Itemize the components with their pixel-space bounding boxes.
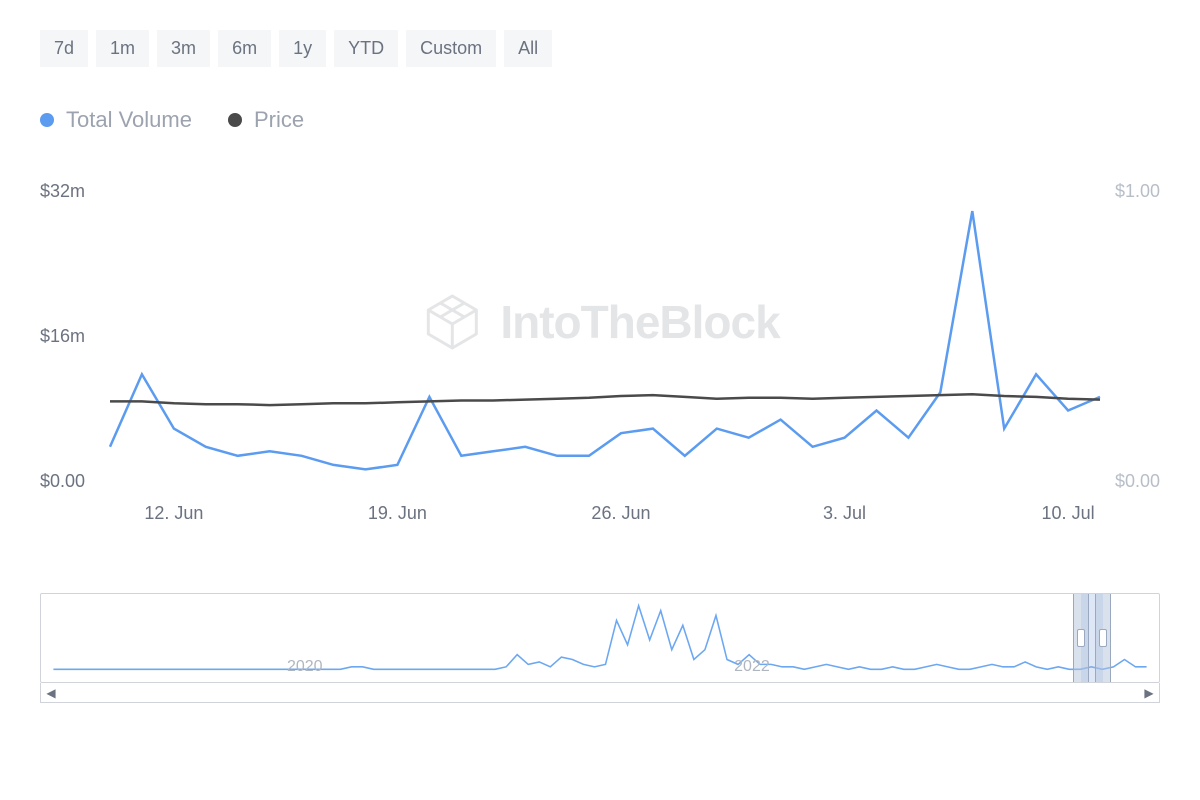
time-range-3m[interactable]: 3m	[157, 30, 210, 67]
x-tick-label: 3. Jul	[823, 503, 866, 524]
scroll-right-button[interactable]: ▶	[1139, 683, 1159, 702]
x-tick-label: 19. Jun	[368, 503, 427, 524]
legend-dot-volume	[40, 113, 54, 127]
mini-svg	[41, 594, 1159, 682]
main-chart: IntoTheBlock $0.00$16m$32m$0.00$1.0012. …	[40, 193, 1160, 533]
x-tick-label: 10. Jul	[1042, 503, 1095, 524]
range-handle-left[interactable]	[1073, 594, 1089, 682]
time-range-custom[interactable]: Custom	[406, 30, 496, 67]
chart-legend: Total Volume Price	[40, 107, 1160, 133]
time-range-buttons: 7d1m3m6m1yYTDCustomAll	[40, 30, 1160, 67]
price-line	[110, 394, 1100, 405]
time-range-1y[interactable]: 1y	[279, 30, 326, 67]
mini-scrollbar[interactable]: ◀ ▶	[40, 683, 1160, 703]
scroll-left-button[interactable]: ◀	[41, 683, 61, 702]
y-left-label: $32m	[40, 181, 85, 202]
time-range-1m[interactable]: 1m	[96, 30, 149, 67]
legend-price-label: Price	[254, 107, 304, 133]
range-handle-right[interactable]	[1095, 594, 1111, 682]
time-range-6m[interactable]: 6m	[218, 30, 271, 67]
mini-line	[53, 606, 1146, 670]
y-right-label: $1.00	[1115, 181, 1160, 202]
mini-navigator[interactable]: 2020 2022	[40, 593, 1160, 683]
y-right-label: $0.00	[1115, 471, 1160, 492]
legend-volume[interactable]: Total Volume	[40, 107, 192, 133]
legend-dot-price	[228, 113, 242, 127]
y-left-label: $0.00	[40, 471, 85, 492]
y-left-label: $16m	[40, 326, 85, 347]
chart-svg	[40, 193, 1160, 533]
time-range-all[interactable]: All	[504, 30, 552, 67]
x-tick-label: 12. Jun	[144, 503, 203, 524]
legend-price[interactable]: Price	[228, 107, 304, 133]
time-range-7d[interactable]: 7d	[40, 30, 88, 67]
time-range-ytd[interactable]: YTD	[334, 30, 398, 67]
volume-line	[110, 211, 1100, 469]
x-tick-label: 26. Jun	[591, 503, 650, 524]
mini-year-label: 2020	[287, 658, 323, 676]
mini-year-label: 2022	[734, 658, 770, 676]
legend-volume-label: Total Volume	[66, 107, 192, 133]
